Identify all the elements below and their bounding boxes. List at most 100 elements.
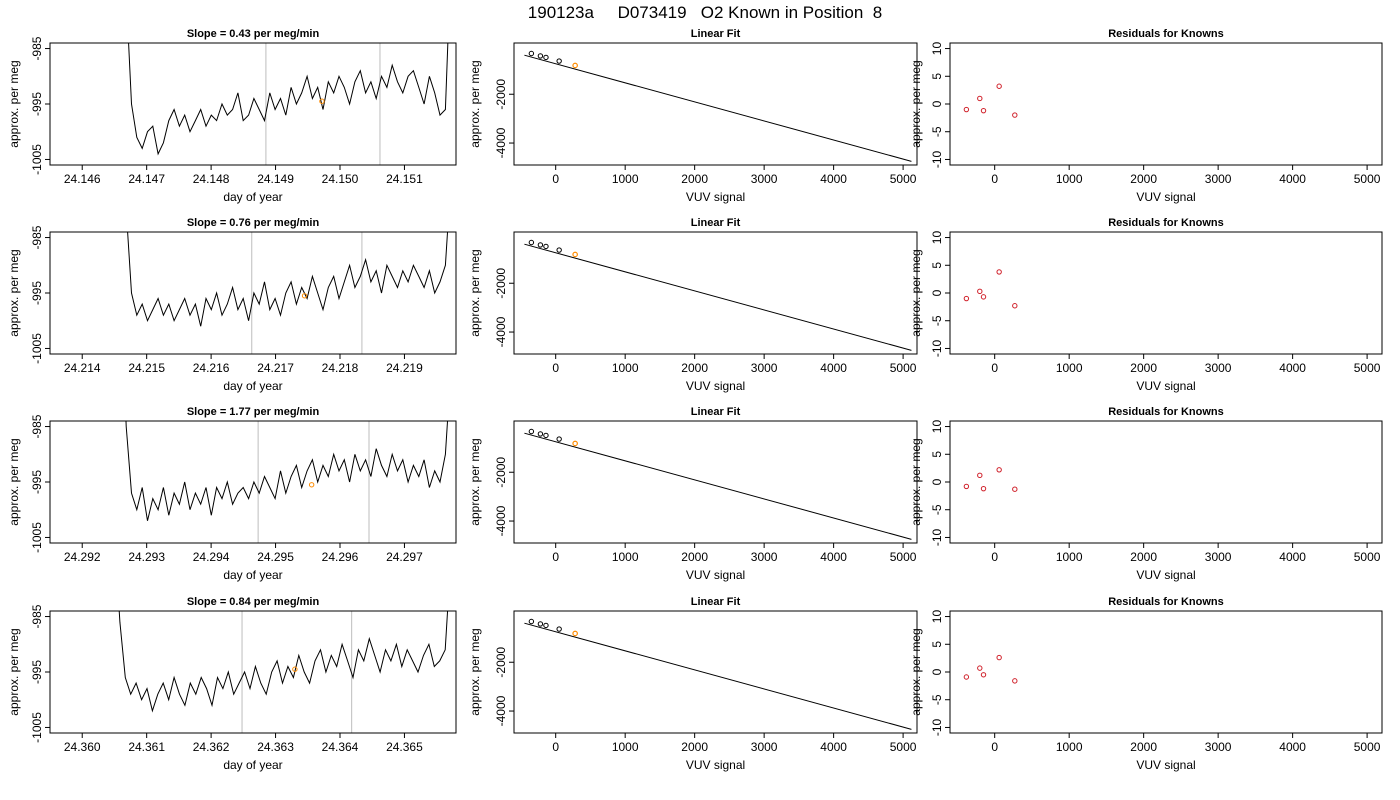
y-axis-label: approx. per meg [7, 249, 21, 336]
y-axis-label: approx. per meg [909, 249, 923, 336]
x-axis-label: VUV signal [686, 379, 745, 393]
plot-frame [949, 420, 1383, 544]
x-tick-label: 4000 [1279, 740, 1306, 754]
x-tick-label: 24.363 [257, 740, 294, 754]
x-tick-label: 3000 [751, 550, 778, 564]
known-point [528, 50, 535, 57]
panels: Slope = 0.43 per meg/min 24.146 24.147 24.1… [7, 28, 1383, 772]
y-tick-label: -985 [30, 604, 44, 628]
panel-fit-row-4: Linear Fit 0 1000 2000 3000 4000 5000 -2000 -400… [468, 596, 918, 772]
panel-title: Linear Fit [691, 217, 741, 229]
y-tick-label: -2000 [494, 647, 508, 678]
residual-point [1012, 486, 1018, 492]
y-tick-label: 0 [930, 478, 944, 485]
x-tick-label: 24.297 [386, 550, 423, 564]
residual-point [1012, 112, 1018, 118]
y-tick-label: -995 [30, 92, 44, 116]
y-tick-label: -5 [930, 504, 944, 515]
plot-area [118, 611, 449, 733]
x-tick-label: 24.361 [128, 740, 165, 754]
x-tick-label: 24.296 [322, 550, 359, 564]
x-tick-label: 4000 [1279, 172, 1306, 186]
x-tick-label: 2000 [681, 740, 708, 754]
y-tick-label: -2000 [494, 79, 508, 110]
panel-fit-row-3: Linear Fit 0 1000 2000 3000 4000 5000 -2000 -400… [468, 406, 918, 582]
x-tick-label: 24.218 [322, 361, 359, 375]
x-axis-label: VUV signal [1136, 568, 1195, 582]
known-point [543, 432, 549, 439]
panel-title: Slope = 0.84 per meg/min [187, 596, 320, 608]
y-tick-label: -2000 [494, 457, 508, 488]
y-tick-label: -995 [30, 470, 44, 494]
panel-trace-row-1: Slope = 0.43 per meg/min 24.146 24.147 24.1… [7, 28, 457, 204]
y-axis-label: approx. per meg [7, 60, 21, 147]
panel-residuals-row-4: Residuals for Knowns 0 1000 2000 3000 4000 500… [909, 596, 1383, 772]
residual-point [996, 269, 1002, 275]
residual-point [1012, 678, 1018, 684]
panel-title: Linear Fit [691, 596, 741, 608]
x-tick-label: 0 [991, 361, 998, 375]
plot-frame [949, 610, 1383, 734]
y-tick-label: -10 [930, 339, 944, 357]
panel-title: Slope = 0.43 per meg/min [187, 28, 320, 40]
plot-frame [513, 610, 918, 734]
x-tick-label: 4000 [820, 361, 847, 375]
fit-line [524, 432, 912, 540]
plot-frame [49, 610, 457, 734]
y-tick-label: -985 [30, 225, 44, 249]
panel-residuals-row-1: Residuals for Knowns 0 1000 2000 3000 4000 500… [909, 28, 1383, 204]
x-axis-label: VUV signal [1136, 190, 1195, 204]
y-tick-label: -995 [30, 660, 44, 684]
residual-point [963, 483, 970, 490]
y-tick-label: -1005 [30, 333, 44, 364]
x-axis-label: day of year [223, 568, 282, 582]
y-tick-label: -1005 [30, 522, 44, 553]
known-point [556, 247, 562, 253]
x-tick-label: 5000 [890, 361, 917, 375]
x-tick-label: 24.293 [128, 550, 165, 564]
residual-point [963, 295, 970, 302]
known-point [556, 436, 562, 442]
x-tick-label: 24.294 [193, 550, 230, 564]
y-axis-label: approx. per meg [909, 438, 923, 525]
y-axis-label: approx. per meg [468, 628, 482, 715]
x-tick-label: 1000 [1056, 550, 1083, 564]
x-tick-label: 3000 [1205, 740, 1232, 754]
signal-trace [118, 611, 449, 713]
y-axis-label: approx. per meg [468, 249, 482, 336]
y-tick-label: 10 [930, 420, 944, 434]
residual-point [963, 106, 970, 113]
plot-frame [513, 42, 918, 166]
x-tick-label: 3000 [751, 361, 778, 375]
y-tick-label: -2000 [494, 268, 508, 299]
x-tick-label: 3000 [1205, 172, 1232, 186]
residual-point [980, 485, 987, 492]
x-axis-label: VUV signal [686, 190, 745, 204]
y-tick-label: 0 [930, 289, 944, 296]
panel-title: Residuals for Knowns [1108, 406, 1224, 418]
known-point [543, 54, 549, 61]
unknown-point [572, 62, 578, 69]
x-tick-label: 2000 [1130, 172, 1157, 186]
x-tick-label: 4000 [1279, 361, 1306, 375]
x-tick-label: 3000 [751, 740, 778, 754]
known-point [537, 242, 544, 248]
known-point [528, 618, 535, 625]
panel-title: Residuals for Knowns [1108, 28, 1224, 40]
x-tick-label: 4000 [820, 550, 847, 564]
x-axis-label: day of year [223, 190, 282, 204]
panel-title: Slope = 0.76 per meg/min [187, 217, 320, 229]
x-tick-label: 24.149 [257, 172, 294, 186]
residual-point [1012, 303, 1018, 309]
x-tick-label: 1000 [612, 550, 639, 564]
x-tick-label: 24.215 [128, 361, 165, 375]
plot-frame [49, 420, 457, 544]
y-tick-label: -5 [930, 694, 944, 705]
x-axis-label: day of year [223, 379, 282, 393]
x-tick-label: 24.292 [64, 550, 101, 564]
y-tick-label: 10 [930, 610, 944, 624]
x-tick-label: 0 [552, 172, 559, 186]
x-axis-label: day of year [223, 758, 282, 772]
unknown-marker [308, 482, 315, 488]
